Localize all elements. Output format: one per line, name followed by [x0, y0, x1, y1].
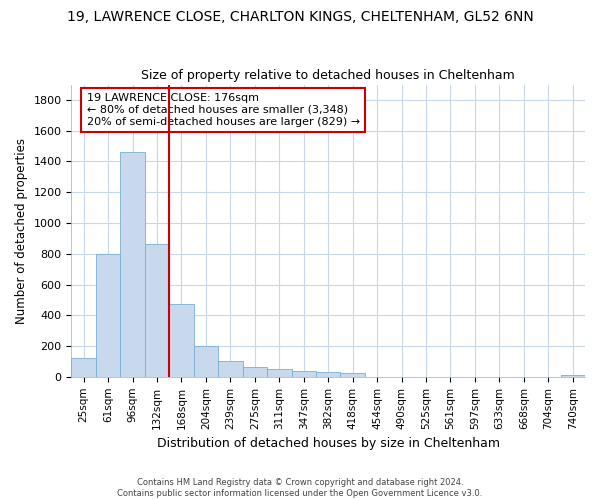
Bar — [340, 373, 365, 377]
Bar — [292, 370, 316, 377]
Text: 19, LAWRENCE CLOSE, CHARLTON KINGS, CHELTENHAM, GL52 6NN: 19, LAWRENCE CLOSE, CHARLTON KINGS, CHEL… — [67, 10, 533, 24]
X-axis label: Distribution of detached houses by size in Cheltenham: Distribution of detached houses by size … — [157, 437, 500, 450]
Title: Size of property relative to detached houses in Cheltenham: Size of property relative to detached ho… — [142, 69, 515, 82]
Text: Contains HM Land Registry data © Crown copyright and database right 2024.
Contai: Contains HM Land Registry data © Crown c… — [118, 478, 482, 498]
Bar — [121, 152, 145, 377]
Bar — [169, 304, 194, 377]
Bar — [267, 369, 292, 377]
Bar — [242, 367, 267, 377]
Bar — [145, 244, 169, 377]
Bar — [560, 374, 585, 377]
Bar — [96, 254, 121, 377]
Bar — [71, 358, 96, 377]
Bar — [194, 346, 218, 377]
Text: 19 LAWRENCE CLOSE: 176sqm
← 80% of detached houses are smaller (3,348)
20% of se: 19 LAWRENCE CLOSE: 176sqm ← 80% of detac… — [87, 94, 360, 126]
Bar — [316, 372, 340, 377]
Bar — [218, 362, 242, 377]
Y-axis label: Number of detached properties: Number of detached properties — [15, 138, 28, 324]
